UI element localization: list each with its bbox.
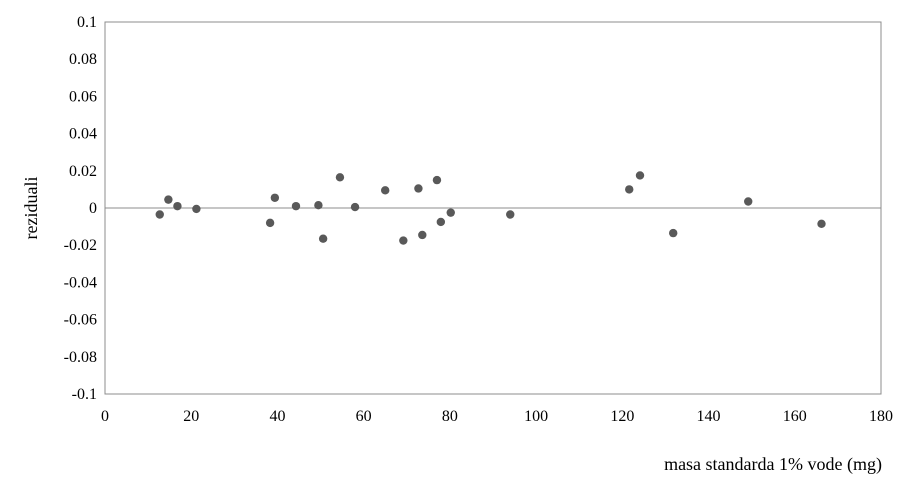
- y-tick-label: -0.04: [64, 274, 97, 291]
- x-axis-label: masa standarda 1% vode (mg): [664, 454, 882, 475]
- data-point: [744, 197, 753, 206]
- x-tick-label: 120: [610, 408, 634, 425]
- data-point: [414, 184, 423, 193]
- y-tick-label: -0.02: [64, 237, 97, 254]
- data-point: [418, 230, 427, 240]
- x-tick-label: 100: [524, 408, 548, 425]
- data-point: [291, 201, 301, 211]
- data-point: [270, 193, 280, 202]
- data-point: [506, 210, 515, 219]
- data-points: [155, 171, 826, 245]
- data-point: [314, 201, 323, 210]
- data-point: [381, 186, 390, 195]
- data-point: [164, 195, 173, 204]
- data-point: [173, 201, 182, 211]
- y-tick-label: 0.08: [69, 51, 97, 68]
- y-tick-label: -0.08: [64, 349, 97, 366]
- data-point: [350, 202, 360, 212]
- x-tick-label: 180: [869, 408, 893, 425]
- y-tick-label: 0.02: [69, 163, 97, 180]
- y-tick-label: 0.1: [77, 14, 97, 31]
- data-point: [669, 228, 678, 238]
- y-tick-label: 0: [89, 200, 97, 217]
- data-point: [432, 175, 442, 185]
- y-tick-label: 0.06: [69, 88, 97, 105]
- y-axis-label: reziduali: [21, 177, 41, 240]
- data-point: [335, 173, 345, 182]
- y-tick-label: 0.04: [69, 126, 97, 143]
- data-point: [318, 234, 328, 243]
- x-tick-label: 40: [269, 408, 285, 425]
- data-point: [625, 185, 634, 194]
- data-point: [436, 217, 446, 227]
- x-tick-labels: 0 20 40 60 80 100 120 140 160 180: [101, 408, 893, 425]
- y-tick-labels: 0.1 0.08 0.06 0.04 0.02 0 -0.02 -0.04 -0.06 -0.08…: [64, 14, 97, 403]
- y-tick-label: -0.1: [72, 386, 97, 403]
- data-point: [817, 219, 826, 229]
- data-point: [635, 171, 645, 180]
- x-tick-label: 140: [697, 408, 721, 425]
- x-tick-label: 0: [101, 408, 109, 425]
- x-tick-label: 60: [356, 408, 372, 425]
- x-tick-label: 160: [783, 408, 807, 425]
- x-tick-label: 80: [442, 408, 458, 425]
- data-point: [192, 204, 201, 214]
- data-point: [446, 208, 455, 217]
- data-point: [155, 210, 164, 219]
- y-tick-label: -0.06: [64, 312, 97, 329]
- data-point: [399, 236, 408, 245]
- x-tick-label: 20: [183, 408, 199, 425]
- data-point: [265, 218, 275, 228]
